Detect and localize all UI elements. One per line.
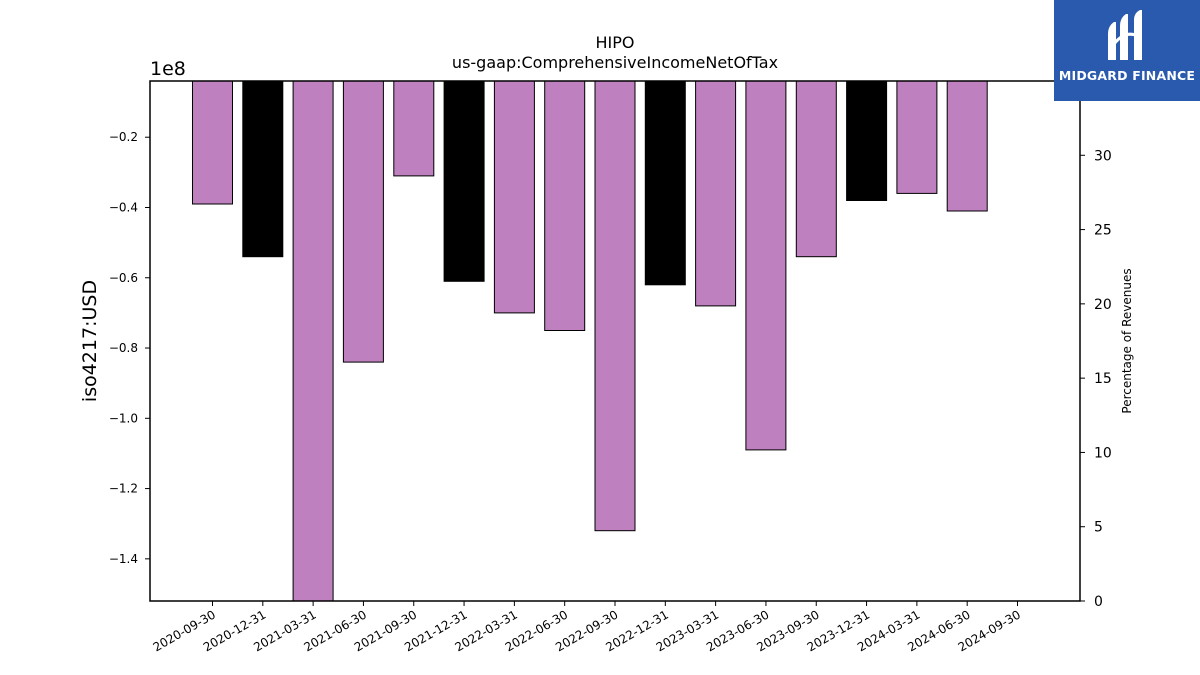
- y2-tick-label: 10: [1094, 445, 1112, 461]
- bar-2024-03-31: [896, 80, 938, 194]
- y2-tick-label: 20: [1094, 297, 1112, 313]
- y-tick-label: −0.2: [109, 130, 138, 144]
- y2-ticks-group: 0 5 10 15 20 25 30: [1080, 148, 1112, 610]
- y-tick-label: −0.4: [109, 200, 138, 214]
- bar-2023-03-31: [695, 80, 737, 307]
- y2-tick-label: 15: [1094, 371, 1112, 387]
- y-tick-label: −1.0: [109, 411, 138, 425]
- chart-subtitle: us-gaap:ComprehensiveIncomeNetOfTax: [452, 53, 778, 72]
- bar-2024-06-30: [946, 80, 988, 212]
- y-tick-label: −0.8: [109, 341, 138, 355]
- y2-tick-label: 30: [1094, 148, 1112, 164]
- y-ticks-group: −0.2 −0.4 −0.6 −0.8 −1.0 −1.2 −1.4: [109, 130, 150, 566]
- y-tick-label: −1.2: [109, 482, 138, 496]
- bar-2022-09-30: [594, 80, 636, 532]
- bar-2023-12-31: [846, 80, 888, 201]
- x-ticks-group: 2020-09-302020-12-312021-03-312021-06-30…: [151, 601, 1023, 654]
- logo-mark-icon: [1108, 10, 1142, 60]
- midgard-finance-logo: MIDGARD FINANCE: [1054, 0, 1200, 101]
- chart-title: HIPO: [596, 33, 635, 52]
- y2-axis-label: Percentage of Revenues: [1120, 268, 1134, 413]
- bar-2021-12-31: [443, 80, 485, 282]
- bar-2023-06-30: [745, 80, 787, 451]
- bar-2023-09-30: [795, 80, 837, 258]
- bar-2021-06-30: [342, 80, 384, 363]
- logo-text: MIDGARD FINANCE: [1058, 68, 1196, 83]
- y-axis-label: iso4217:USD: [79, 280, 101, 402]
- bars-group: [192, 80, 988, 602]
- bar-2022-03-31: [493, 80, 535, 314]
- bar-2022-06-30: [544, 80, 586, 331]
- plot-frame: [149, 80, 1081, 602]
- bar-2020-09-30: [192, 80, 233, 205]
- y-tick-label: −1.4: [109, 552, 138, 566]
- y2-tick-label: 0: [1094, 594, 1103, 610]
- bar-2022-12-31: [644, 80, 686, 286]
- bar-2021-09-30: [393, 80, 435, 177]
- y-offset-label: 1e8: [150, 58, 186, 80]
- y2-tick-label: 25: [1094, 223, 1112, 239]
- y-tick-label: −0.6: [109, 271, 138, 285]
- bar-2021-03-31: [292, 80, 334, 602]
- y2-tick-label: 5: [1094, 520, 1103, 536]
- bar-2020-12-31: [242, 80, 284, 258]
